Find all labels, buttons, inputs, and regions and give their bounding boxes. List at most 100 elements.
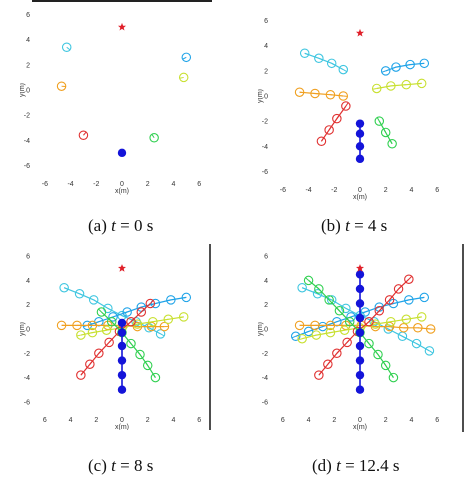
robot-position-marker xyxy=(355,142,365,151)
agent-heading-marker xyxy=(398,285,402,290)
agent-heading-marker xyxy=(390,373,394,378)
agent-position-marker xyxy=(122,307,132,317)
x-axis-label: x(m) xyxy=(353,424,367,431)
agent-heading-marker xyxy=(107,307,112,311)
x-tick-label: 6 xyxy=(281,417,285,424)
y-tick-label: -2 xyxy=(262,119,268,126)
agent-position-marker xyxy=(325,320,336,331)
agent-heading-marker xyxy=(381,70,386,73)
x-tick-label: 6 xyxy=(435,187,439,194)
agent-trajectory-line xyxy=(320,105,347,142)
agent-position-marker xyxy=(424,346,435,356)
agent-heading-marker xyxy=(80,371,84,376)
caption-b-time-symbol: t xyxy=(345,216,350,235)
robot-position-marker xyxy=(355,341,365,351)
goal-star-marker xyxy=(356,28,364,37)
y-tick-label: -6 xyxy=(262,169,268,176)
agent-position-marker xyxy=(370,319,381,329)
caption-c-label: (c) xyxy=(88,456,107,475)
agent-position-marker xyxy=(108,312,118,322)
agent-position-marker xyxy=(290,331,301,342)
agent-heading-marker xyxy=(304,330,309,334)
x-tick-label: 2 xyxy=(384,417,388,424)
robot-position-marker xyxy=(117,370,127,380)
agent-heading-marker xyxy=(318,371,322,376)
agent-heading-marker xyxy=(336,114,340,119)
agent-position-marker xyxy=(88,295,99,305)
robot-position-marker xyxy=(355,299,365,308)
agent-position-marker xyxy=(317,321,328,332)
y-tick-label: 6 xyxy=(26,12,30,19)
agent-position-marker xyxy=(338,64,349,75)
y-axis-label: y(m) xyxy=(258,89,264,103)
y-axis-label: y(m) xyxy=(20,83,26,97)
agent-heading-marker xyxy=(98,349,103,354)
agent-heading-marker xyxy=(123,311,128,314)
agent-position-marker xyxy=(324,295,334,305)
y-axis-label: y(m) xyxy=(258,322,264,336)
agent-trajectory-line xyxy=(304,52,344,71)
agent-heading-marker xyxy=(389,139,393,145)
y-tick-label: 0 xyxy=(264,94,268,101)
chart-panel-d: 6 4 2 0 2 4 6 6 4 2 0 -2 -4 -6 x(m) y(m) xyxy=(258,244,464,432)
agent-trajectory-line xyxy=(301,287,430,352)
agent-heading-marker xyxy=(89,360,93,365)
agent-trajectory-line xyxy=(318,278,410,376)
agent-heading-marker xyxy=(148,321,153,323)
x-axis-label: x(m) xyxy=(115,424,129,430)
agent-heading-marker xyxy=(151,133,155,139)
caption-c: (c) t = 8 s xyxy=(88,456,153,476)
agent-heading-marker xyxy=(121,315,127,318)
agent-position-marker xyxy=(371,83,382,94)
agent-position-marker xyxy=(341,101,351,111)
x-axis-label: x(m) xyxy=(353,194,367,201)
agent-heading-marker xyxy=(372,87,377,90)
agent-position-marker xyxy=(316,136,327,147)
agent-heading-marker xyxy=(331,62,336,66)
agent-position-marker xyxy=(380,66,391,76)
x-tick-label: -6 xyxy=(280,187,286,194)
agent-heading-marker xyxy=(404,299,409,302)
goal-star-marker xyxy=(118,264,126,272)
y-tick-label: 0 xyxy=(26,88,30,95)
agent-position-marker xyxy=(364,316,374,327)
agent-position-marker xyxy=(132,319,143,329)
agent-heading-marker xyxy=(402,335,407,339)
agent-heading-marker xyxy=(336,349,341,354)
agent-position-marker xyxy=(314,53,324,64)
y-tick-label: 0 xyxy=(264,327,268,334)
y-tick-label: -2 xyxy=(24,113,30,120)
x-tick-label: 4 xyxy=(69,417,73,424)
agent-heading-marker xyxy=(345,102,349,107)
agent-heading-marker xyxy=(366,339,370,344)
agent-position-marker xyxy=(325,327,336,338)
x-tick-label: -4 xyxy=(67,181,73,188)
agent-position-marker xyxy=(178,312,189,322)
agent-position-marker xyxy=(334,306,345,316)
agent-position-marker xyxy=(150,298,161,309)
agent-position-marker xyxy=(332,348,342,359)
agent-heading-marker xyxy=(301,287,307,290)
agent-heading-marker xyxy=(108,318,113,323)
robot-position-marker xyxy=(355,119,365,128)
robot-position-marker xyxy=(355,129,365,138)
x-tick-label: -6 xyxy=(42,181,48,188)
agent-position-marker xyxy=(373,349,383,360)
agent-heading-marker xyxy=(315,285,320,290)
agent-heading-marker xyxy=(297,338,303,341)
agent-position-marker xyxy=(380,360,391,371)
robot-position-marker xyxy=(117,318,127,328)
x-tick-label: -2 xyxy=(93,181,99,188)
agent-heading-marker xyxy=(375,350,379,355)
agent-heading-marker xyxy=(164,318,169,321)
agent-position-marker xyxy=(101,325,112,335)
agent-position-marker xyxy=(374,116,385,126)
agent-position-marker xyxy=(404,295,414,305)
agent-position-marker xyxy=(393,284,404,294)
agent-position-marker xyxy=(370,321,381,332)
x-tick-label: 0 xyxy=(358,187,362,194)
agent-position-marker xyxy=(341,303,351,314)
agent-heading-marker xyxy=(327,360,331,365)
y-tick-label: -2 xyxy=(262,351,268,358)
robot-position-marker xyxy=(355,270,365,279)
